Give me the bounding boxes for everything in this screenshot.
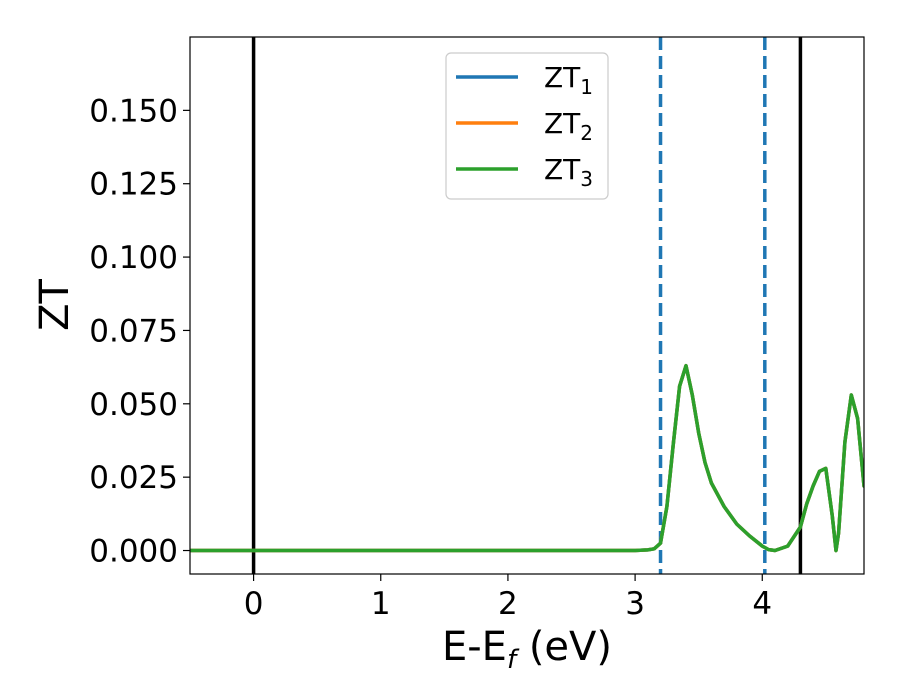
y-tick-label: 0.150 xyxy=(89,93,178,129)
x-tick-label: 4 xyxy=(752,586,772,622)
legend-box xyxy=(445,52,609,200)
x-tick-label: 2 xyxy=(498,586,518,622)
x-tick-label: 3 xyxy=(625,586,645,622)
y-tick-label: 0.050 xyxy=(89,387,178,423)
x-tick-label: 0 xyxy=(244,586,264,622)
x-tick-label: 1 xyxy=(371,586,391,622)
x-axis-label: E-Ef (eV) xyxy=(442,624,612,675)
plot-frame xyxy=(189,36,865,575)
legend-label-1: ZT1 xyxy=(544,61,593,99)
legend-label-2: ZT2 xyxy=(544,107,593,145)
reference-lines xyxy=(251,37,803,574)
series-line-3 xyxy=(190,363,864,553)
y-axis-label: ZT xyxy=(32,279,78,331)
y-tick-label: 0.025 xyxy=(89,460,178,496)
x-axis-ticks: 0 1 2 3 4 xyxy=(244,574,772,622)
y-tick-label: 0.125 xyxy=(89,167,178,203)
y-axis-ticks: 0.000 0.025 0.050 0.075 0.100 0.125 0.150 xyxy=(89,93,190,570)
series-lines xyxy=(190,363,864,553)
y-tick-label: 0.000 xyxy=(89,534,178,570)
y-tick-label: 0.075 xyxy=(89,313,178,349)
legend: ZT1 ZT2 ZT3 xyxy=(445,52,609,200)
y-tick-label: 0.100 xyxy=(89,240,178,276)
legend-label-3: ZT3 xyxy=(544,153,593,191)
